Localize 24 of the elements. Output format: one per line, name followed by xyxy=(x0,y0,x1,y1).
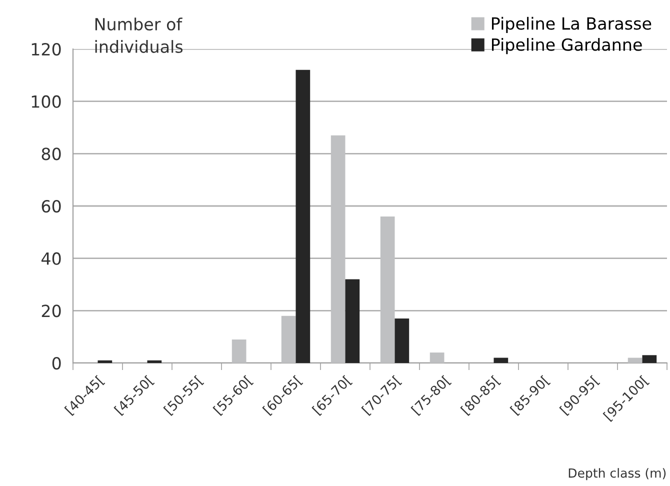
y-tick-label: 40 xyxy=(41,252,61,265)
bar xyxy=(345,279,360,363)
bar xyxy=(296,70,310,363)
bar xyxy=(628,358,642,363)
y-tick-label: 80 xyxy=(42,148,61,160)
bar xyxy=(147,360,162,363)
bar xyxy=(330,135,346,363)
y-tick-label: 100 xyxy=(32,95,61,108)
legend-label: Pipeline La Barasse xyxy=(492,16,652,34)
bar xyxy=(232,339,246,363)
legend-label: Pipeline Gardanne xyxy=(492,38,642,54)
bar xyxy=(642,355,657,363)
x-axis-title: Depth class (m) xyxy=(568,468,666,480)
bar xyxy=(394,318,410,363)
y-tick-label: 0 xyxy=(52,356,61,370)
bar xyxy=(281,316,296,363)
bar xyxy=(380,216,395,363)
y-tick-label: 20 xyxy=(42,304,61,318)
y-tick-label: 60 xyxy=(42,200,61,213)
bar xyxy=(494,358,508,363)
y-axis-title: Number of individuals xyxy=(95,18,183,53)
bar xyxy=(430,352,444,363)
y-tick-label: 120 xyxy=(32,42,61,56)
bar xyxy=(98,360,112,363)
